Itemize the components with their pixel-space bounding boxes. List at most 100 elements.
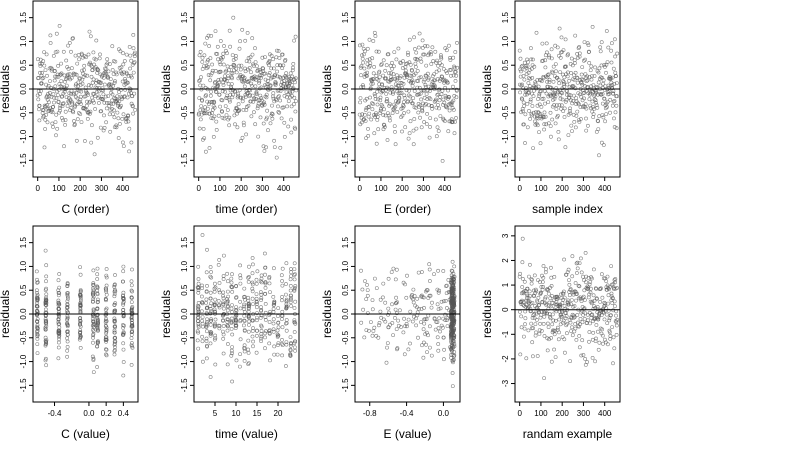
data-point: [602, 63, 607, 67]
data-point: [425, 350, 429, 355]
data-point: [229, 320, 234, 325]
y-tick-label: -1.5: [341, 153, 350, 167]
data-point: [112, 283, 117, 288]
data-point: [98, 125, 103, 130]
data-point: [267, 63, 271, 68]
data-point: [66, 296, 70, 301]
data-point: [208, 93, 213, 98]
data-point: [208, 318, 213, 323]
data-point: [211, 134, 216, 139]
data-point: [50, 67, 55, 71]
data-point: [118, 122, 122, 126]
data-point: [213, 321, 218, 326]
data-point: [568, 359, 573, 364]
data-point: [553, 43, 558, 48]
data-point: [599, 313, 604, 318]
data-point: [375, 114, 380, 119]
data-point: [546, 321, 550, 326]
data-point: [292, 95, 297, 100]
data-point: [271, 321, 276, 326]
data-point: [436, 268, 441, 273]
data-point: [603, 340, 608, 345]
data-point: [275, 352, 280, 357]
y-tick-label: 1.0: [19, 260, 28, 272]
data-point: [365, 70, 370, 75]
data-point: [83, 139, 87, 143]
data-point: [46, 109, 51, 114]
data-point: [129, 295, 134, 300]
data-point: [255, 68, 260, 73]
chart-panel-4: 0 100 200 300 400-1.5-1.0-0.50.00.51.01.5sam…: [480, 0, 621, 216]
data-point: [384, 360, 389, 365]
data-point: [586, 43, 591, 48]
data-point: [601, 78, 606, 83]
data-point: [596, 317, 601, 322]
data-point: [529, 57, 534, 62]
x-tick-label: 0: [517, 184, 522, 193]
data-point: [80, 81, 85, 86]
data-point: [562, 84, 567, 89]
data-point: [127, 126, 132, 131]
data-point: [242, 77, 247, 82]
data-point: [519, 64, 524, 69]
data-point: [240, 27, 245, 32]
data-point: [543, 311, 548, 316]
data-point: [410, 84, 415, 88]
data-point: [112, 292, 117, 297]
data-point: [288, 297, 293, 302]
data-point: [91, 356, 96, 361]
data-point: [601, 81, 606, 86]
y-tick-label: -0.5: [341, 330, 350, 344]
data-point: [410, 78, 415, 83]
data-point: [395, 110, 400, 114]
data-point: [280, 266, 285, 271]
data-point: [424, 63, 429, 68]
y-tick-label: 0.0: [19, 83, 28, 95]
data-point: [57, 87, 61, 92]
data-point: [520, 285, 525, 289]
data-point: [562, 80, 566, 85]
data-point: [525, 64, 530, 68]
data-point: [563, 306, 568, 311]
data-point: [562, 257, 567, 262]
data-point: [41, 59, 46, 64]
data-point: [590, 24, 595, 29]
data-point: [71, 110, 76, 115]
data-point: [250, 271, 255, 276]
data-point: [544, 267, 548, 272]
data-point: [451, 55, 456, 60]
data-point: [94, 38, 99, 43]
data-point: [277, 56, 282, 60]
data-point: [434, 134, 439, 139]
data-point: [361, 52, 366, 57]
data-point: [225, 304, 230, 309]
data-point: [284, 306, 289, 311]
data-point: [260, 55, 265, 60]
data-point: [130, 324, 135, 329]
data-point: [259, 96, 264, 101]
data-point: [569, 329, 574, 334]
data-point: [371, 102, 376, 106]
data-point: [381, 58, 386, 63]
data-point: [51, 54, 56, 58]
data-point: [87, 100, 92, 105]
y-tick-label: 1.5: [341, 237, 350, 249]
data-point: [45, 73, 49, 78]
data-point: [104, 283, 109, 288]
data-point: [224, 79, 229, 83]
data-point: [451, 284, 456, 288]
data-point: [580, 338, 585, 343]
data-point: [242, 319, 247, 323]
data-point: [120, 79, 125, 84]
data-point: [44, 52, 49, 57]
data-point: [113, 325, 117, 330]
data-point: [272, 344, 277, 349]
data-point: [112, 284, 117, 289]
data-point: [104, 335, 109, 340]
data-point: [606, 301, 611, 306]
data-point: [450, 259, 455, 264]
data-point: [585, 312, 590, 317]
data-point: [197, 53, 202, 58]
data-point: [565, 92, 569, 97]
data-point: [259, 298, 264, 302]
